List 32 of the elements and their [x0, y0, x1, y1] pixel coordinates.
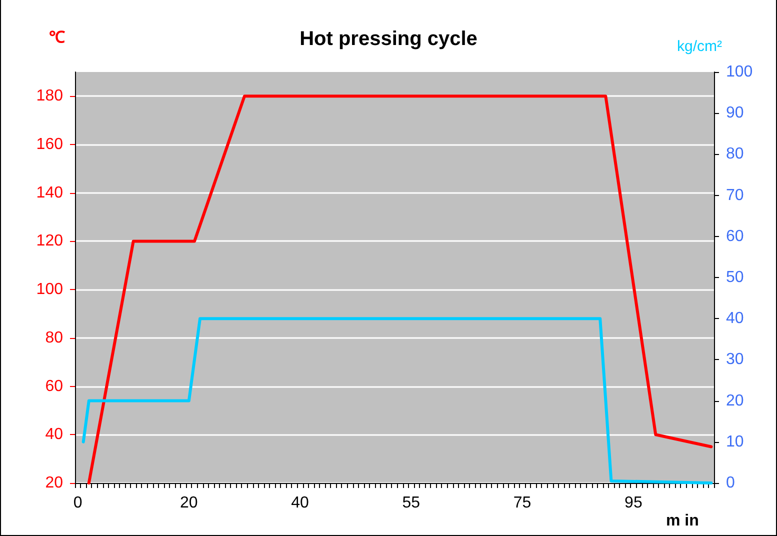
y-tick-label: 60 — [45, 378, 64, 395]
x-tick-label: 95 — [624, 494, 642, 512]
y2-tick-label: 40 — [726, 310, 744, 328]
y-axis-title: ℃ — [49, 30, 65, 46]
y2-tick-label: 100 — [726, 64, 753, 80]
y-tick-label: 140 — [36, 184, 64, 202]
y2-tick-label: 20 — [726, 392, 744, 410]
y2-tick-label: 50 — [726, 269, 744, 286]
line-series — [82, 317, 713, 484]
y-tick-label: 120 — [36, 232, 64, 250]
x-axis-title: m in — [666, 512, 699, 530]
y2-tick-label: 80 — [726, 146, 744, 163]
y2-tick-label: 10 — [726, 433, 744, 450]
y-tick-label: 160 — [36, 136, 64, 154]
y-tick-label: 40 — [45, 426, 64, 444]
x-tick-label: 75 — [513, 494, 532, 512]
y2-tick-label: 60 — [726, 228, 744, 245]
y-tick-label: 100 — [36, 281, 64, 298]
y-tick-label: 180 — [36, 88, 64, 105]
y-tick-label: 80 — [45, 329, 64, 346]
line-series — [87, 94, 713, 484]
x-tick-label: 55 — [402, 494, 420, 512]
y2-tick-label: 70 — [726, 186, 744, 204]
y2-tick-label: 0 — [726, 474, 735, 492]
y2-tick-label: 90 — [726, 104, 744, 122]
y2-tick-label: 30 — [726, 351, 744, 368]
chart-title: Hot pressing cycle — [300, 28, 478, 50]
x-tick-label: 40 — [291, 494, 310, 512]
x-tick-label: 20 — [180, 494, 198, 512]
y2-axis-title: kg/cm² — [677, 38, 722, 55]
x-tick-label: 0 — [73, 494, 82, 512]
y-tick-label: 20 — [45, 474, 64, 492]
